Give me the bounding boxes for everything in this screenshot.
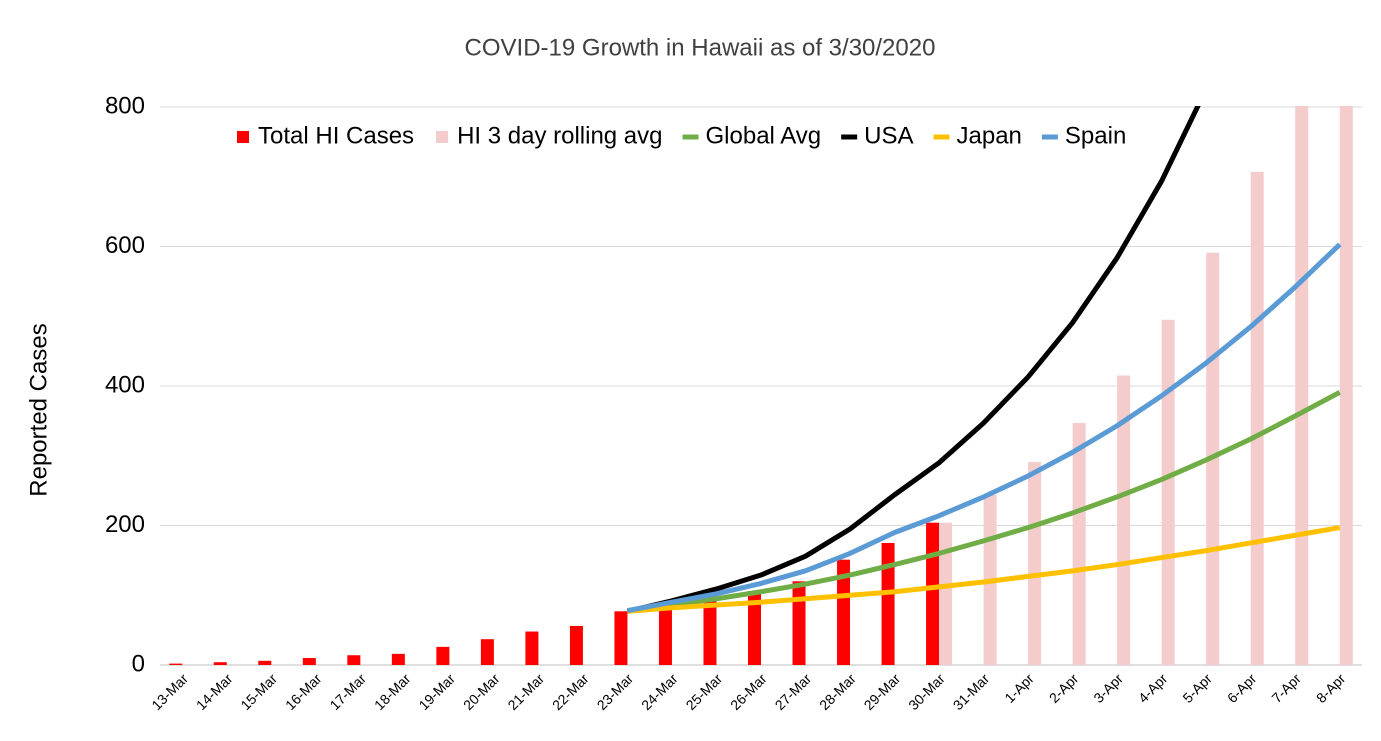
line: [627, 525, 1341, 614]
bar: [347, 655, 361, 665]
x-tick-label: 22-Mar: [549, 670, 592, 713]
bar: [302, 658, 316, 665]
legend-label: USA: [864, 122, 913, 149]
x-tick-label: 17-Mar: [326, 670, 369, 713]
line: [627, 390, 1341, 614]
x-tick-label: 29-Mar: [861, 670, 904, 713]
x-tick-label: 3-Apr: [1090, 670, 1126, 706]
legend-label: Spain: [1065, 122, 1126, 149]
bar: [213, 662, 227, 665]
x-tick-label: 23-Mar: [594, 670, 637, 713]
bar: [480, 639, 494, 665]
bar: [614, 611, 628, 665]
x-tick-label: 24-Mar: [638, 670, 681, 713]
bar: [169, 663, 183, 665]
legend-swatch: [436, 131, 449, 143]
y-tick-label: 200: [105, 511, 145, 538]
bar: [1339, 106, 1353, 665]
x-tick-label: 25-Mar: [683, 670, 726, 713]
y-axis-label: Reported Cases: [25, 323, 52, 496]
y-tick-label: 0: [132, 650, 145, 677]
bar: [926, 522, 940, 665]
x-tick-label: 20-Mar: [460, 670, 503, 713]
bar: [1295, 106, 1309, 666]
bar: [881, 542, 895, 665]
x-tick-label: 28-Mar: [816, 670, 859, 713]
bar: [748, 591, 761, 665]
y-tick-label: 800: [105, 92, 145, 119]
bar: [837, 559, 851, 665]
y-tick-label: 400: [105, 371, 145, 398]
bar: [569, 625, 583, 665]
x-tick-label: 27-Mar: [772, 670, 815, 713]
x-tick-label: 31-Mar: [950, 670, 993, 713]
legend-swatch: [237, 131, 249, 143]
legend-label: Global Avg: [706, 122, 822, 149]
y-tick-label: 600: [105, 232, 145, 259]
x-tick-label: 5-Apr: [1179, 670, 1215, 706]
legend-label: HI 3 day rolling avg: [457, 122, 662, 149]
x-tick-label: 14-Mar: [193, 670, 236, 713]
x-tick-label: 8-Apr: [1313, 670, 1349, 706]
bar: [658, 602, 672, 665]
bar: [1117, 375, 1131, 665]
bar: [792, 581, 806, 665]
x-tick-label: 30-Mar: [905, 670, 948, 713]
chart-title: COVID-19 Growth in Hawaii as of 3/30/202…: [465, 34, 936, 61]
bar: [1250, 171, 1264, 665]
bar: [1161, 319, 1175, 665]
bar: [1072, 422, 1086, 665]
legend-label: Total HI Cases: [258, 122, 414, 149]
line: [626, 242, 1342, 614]
x-tick-label: 7-Apr: [1268, 670, 1304, 706]
x-tick-label: 19-Mar: [415, 670, 458, 713]
x-tick-label: 16-Mar: [282, 670, 325, 713]
x-tick-label: 4-Apr: [1135, 670, 1171, 706]
line: [626, 106, 1201, 614]
x-tick-label: 6-Apr: [1224, 670, 1260, 706]
x-tick-label: 21-Mar: [504, 670, 547, 713]
bar: [703, 598, 717, 665]
x-tick-label: 26-Mar: [727, 670, 770, 713]
bar: [391, 653, 405, 665]
bar: [939, 522, 953, 665]
bar: [525, 631, 539, 665]
bar: [436, 646, 450, 665]
x-tick-label: 15-Mar: [237, 670, 280, 713]
x-tick-label: 2-Apr: [1046, 670, 1082, 706]
x-tick-label: 13-Mar: [148, 670, 191, 713]
x-tick-label: 18-Mar: [371, 670, 414, 713]
bar: [258, 660, 272, 665]
legend-label: Japan: [957, 122, 1022, 149]
bar: [1028, 462, 1042, 665]
x-tick-label: 1-Apr: [1001, 670, 1037, 706]
